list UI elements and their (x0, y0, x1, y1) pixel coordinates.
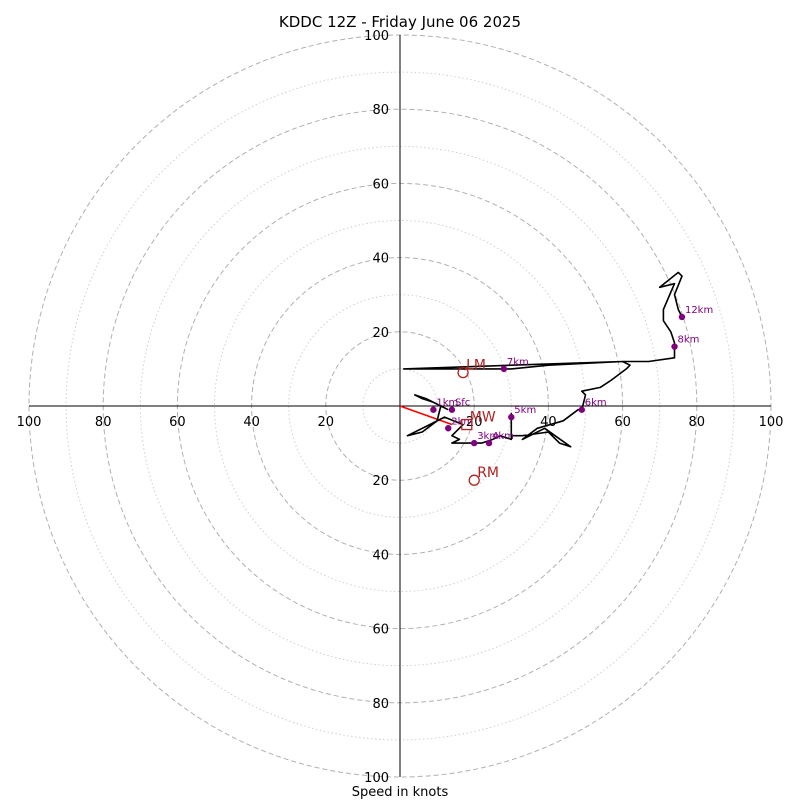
chart-title: KDDC 12Z - Friday June 06 2025 (279, 13, 521, 31)
tick-label: 20 (318, 415, 335, 430)
height-marker (485, 439, 493, 447)
tick-label: 100 (364, 29, 389, 44)
tick-label: 40 (540, 415, 557, 430)
height-marker-label: 3km (477, 431, 499, 442)
tick-label: 100 (364, 771, 389, 786)
height-marker (671, 343, 678, 350)
height-marker-label: 5km (514, 405, 536, 416)
height-marker (448, 406, 456, 413)
height-marker-label: Sfc (455, 398, 470, 409)
tick-label: 80 (372, 697, 389, 712)
tick-label: 80 (95, 415, 112, 430)
shear-line (399, 405, 453, 426)
x-axis-label: Speed in knots (352, 785, 449, 800)
height-marker-label: 8km (678, 335, 700, 346)
height-marker-label: 6km (585, 398, 607, 409)
height-marker (508, 413, 515, 421)
tick-label: 60 (169, 415, 186, 430)
storm-motion-marker (468, 474, 480, 486)
tick-label: 20 (372, 474, 389, 489)
height-marker (471, 439, 478, 447)
storm-motion-label: RM (477, 465, 499, 481)
tick-label: 100 (759, 415, 784, 430)
tick-label: 20 (466, 415, 483, 430)
tick-label: 80 (372, 103, 389, 118)
height-marker-label: 4km (492, 431, 514, 442)
tick-label: 80 (689, 415, 706, 430)
tick-label: 40 (372, 252, 389, 267)
shear-vector (399, 405, 453, 426)
storm-motion-label: LM (466, 358, 486, 374)
storm-motion-marker (461, 418, 473, 431)
height-marker (500, 365, 508, 373)
height-marker (578, 406, 585, 413)
storm-motion-label: MW (470, 410, 496, 426)
height-marker (430, 406, 437, 413)
height-marker (678, 313, 686, 321)
tick-label: 100 (17, 415, 42, 430)
tick-label: 40 (243, 415, 260, 430)
tick-label: 60 (372, 177, 389, 192)
tick-labels: 20 20 20 20 40 40 40 40 60 60 60 60 80 80 80 80 100 100 10… (17, 29, 784, 786)
height-marker-label: 1km (436, 398, 458, 409)
height-marker-label: 7km (507, 357, 529, 368)
tick-label: 60 (372, 623, 389, 638)
tick-label: 60 (614, 415, 631, 430)
tick-label: 40 (372, 548, 389, 563)
height-marker (445, 425, 452, 432)
hodograph-trace (402, 271, 683, 448)
storm-motion-markers: LM RM MW (457, 358, 499, 486)
trace-line (402, 271, 683, 448)
height-marker-label: 12km (685, 305, 713, 316)
storm-motion-marker (457, 366, 469, 379)
tick-label: 20 (372, 326, 389, 341)
